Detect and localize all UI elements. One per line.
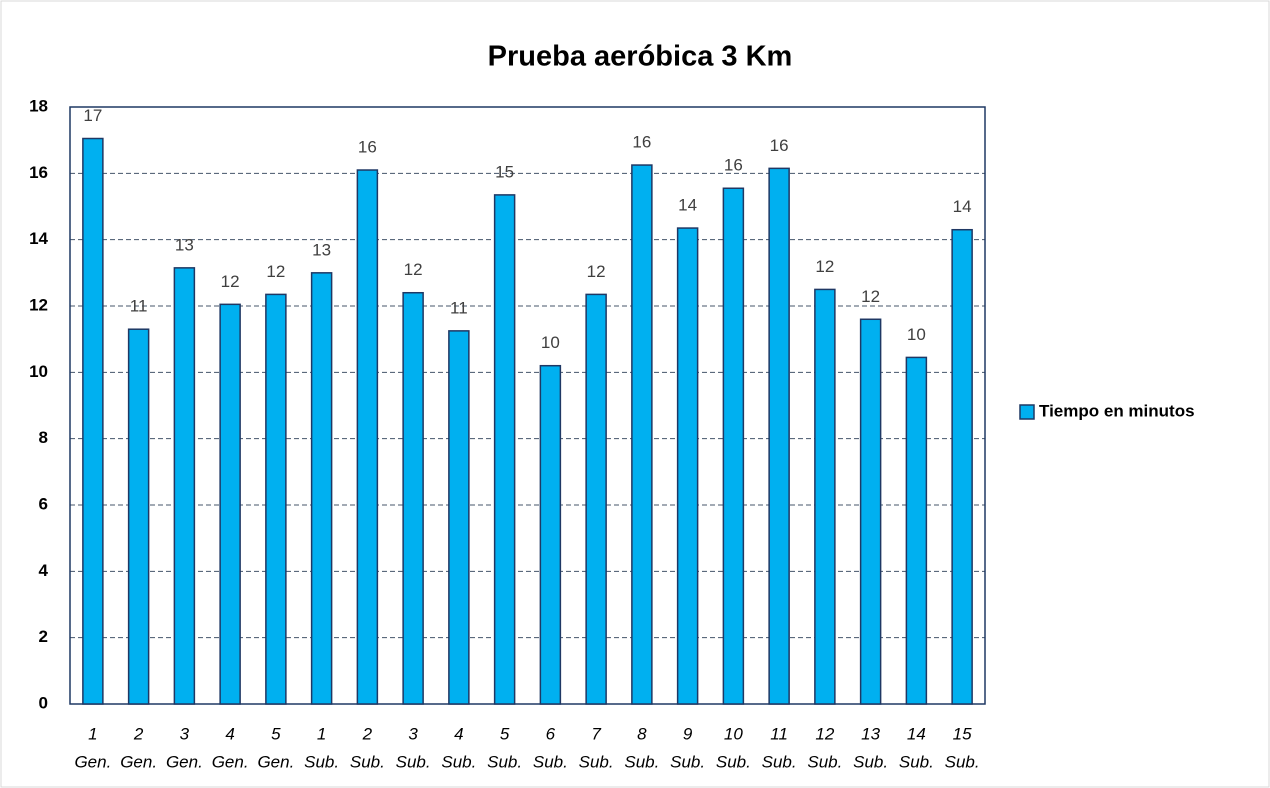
value-label: 14 xyxy=(953,197,972,216)
x-tick-label: 10 xyxy=(724,724,743,743)
x-tick-label: Gen. xyxy=(257,752,294,771)
x-tick-label: 8 xyxy=(637,724,647,743)
x-tick-label: Sub. xyxy=(304,752,339,771)
bar xyxy=(82,137,104,705)
x-tick-label: 2 xyxy=(362,724,373,743)
value-label: 12 xyxy=(404,260,423,279)
value-label: 12 xyxy=(266,262,285,281)
y-tick-label: 16 xyxy=(29,163,48,182)
bar xyxy=(859,318,882,705)
bar xyxy=(402,291,424,705)
bar xyxy=(585,293,607,705)
x-tick-label: Sub. xyxy=(350,752,385,771)
bar xyxy=(493,194,516,705)
value-label: 10 xyxy=(907,325,926,344)
value-label: 14 xyxy=(678,196,697,215)
bar xyxy=(814,288,836,705)
value-label: 15 xyxy=(495,162,514,181)
y-tick-label: 18 xyxy=(29,96,48,115)
x-tick-label: Sub. xyxy=(945,752,980,771)
x-tick-label: Gen. xyxy=(74,752,111,771)
value-label: 11 xyxy=(130,297,148,316)
x-tick-label: Sub. xyxy=(899,752,934,771)
x-tick-label: Sub. xyxy=(624,752,659,771)
x-tick-label: 1 xyxy=(88,724,97,743)
x-tick-label: Sub. xyxy=(762,752,797,771)
y-tick-label: 6 xyxy=(39,494,48,513)
value-label: 16 xyxy=(358,138,377,157)
bar xyxy=(905,356,928,705)
x-tick-label: 3 xyxy=(408,724,418,743)
x-tick-label: Sub. xyxy=(396,752,431,771)
value-label: 13 xyxy=(175,235,194,254)
plot-border xyxy=(69,106,986,705)
x-tick-label: 13 xyxy=(861,724,880,743)
x-tick-label: Gen. xyxy=(212,752,249,771)
x-tick-label: 9 xyxy=(683,724,693,743)
x-tick-label: 5 xyxy=(271,724,281,743)
x-tick-label: Sub. xyxy=(807,752,842,771)
y-tick-label: 0 xyxy=(39,693,48,712)
x-tick-label: 1 xyxy=(317,724,326,743)
y-tick-label: 2 xyxy=(39,627,48,646)
bar xyxy=(219,303,241,705)
value-label: 17 xyxy=(83,106,102,125)
bar xyxy=(356,169,379,705)
value-label: 13 xyxy=(312,240,331,259)
value-label: 10 xyxy=(541,333,560,352)
x-tick-label: Sub. xyxy=(487,752,522,771)
x-tick-label: 14 xyxy=(907,724,926,743)
y-tick-label: 4 xyxy=(39,561,49,580)
bar xyxy=(127,328,150,705)
x-tick-label: Gen. xyxy=(166,752,203,771)
y-tick-label: 10 xyxy=(29,362,48,381)
x-tick-label: Gen. xyxy=(120,752,157,771)
value-label: 12 xyxy=(815,257,834,276)
bar xyxy=(768,167,790,705)
y-tick-label: 14 xyxy=(29,229,48,248)
x-tick-label: 12 xyxy=(815,724,834,743)
bar xyxy=(173,267,196,705)
x-tick-label: Sub. xyxy=(670,752,705,771)
bar xyxy=(631,164,653,705)
bar xyxy=(310,272,333,705)
x-tick-label: 3 xyxy=(180,724,190,743)
bar xyxy=(539,364,562,705)
x-tick-label: Sub. xyxy=(533,752,568,771)
bar xyxy=(676,227,699,705)
value-label: 12 xyxy=(221,272,240,291)
x-tick-label: Sub. xyxy=(579,752,614,771)
x-tick-label: Sub. xyxy=(716,752,751,771)
value-label: 11 xyxy=(450,298,468,317)
x-tick-label: Sub. xyxy=(441,752,476,771)
value-label: 16 xyxy=(724,156,743,175)
value-label: 16 xyxy=(770,136,789,155)
x-tick-label: 6 xyxy=(546,724,556,743)
bar xyxy=(265,293,287,705)
x-tick-label: 5 xyxy=(500,724,510,743)
legend-swatch xyxy=(1019,404,1035,420)
x-tick-label: 4 xyxy=(225,724,234,743)
bar xyxy=(951,228,973,705)
x-tick-label: 2 xyxy=(133,724,144,743)
x-tick-label: Sub. xyxy=(853,752,888,771)
x-tick-label: 11 xyxy=(770,724,788,743)
chart-title: Prueba aeróbica 3 Km xyxy=(488,41,793,73)
value-label: 16 xyxy=(632,133,651,152)
x-tick-label: 4 xyxy=(454,724,463,743)
x-tick-label: 15 xyxy=(953,724,972,743)
legend-label: Tiempo en minutos xyxy=(1039,401,1195,420)
bar xyxy=(722,187,745,705)
y-tick-label: 8 xyxy=(39,428,48,447)
bar xyxy=(448,330,470,705)
x-tick-label: 7 xyxy=(591,724,601,743)
value-label: 12 xyxy=(861,287,880,306)
y-tick-label: 12 xyxy=(29,295,48,314)
value-label: 12 xyxy=(587,262,606,281)
